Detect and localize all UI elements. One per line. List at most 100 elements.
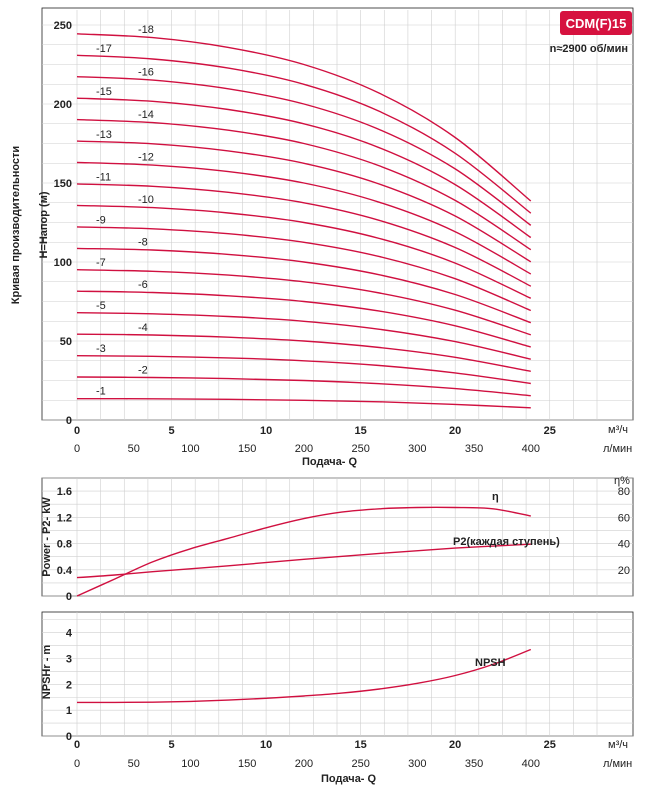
head-curve-stage-3 [76, 355, 531, 385]
x-tick-lmin: 300 [408, 758, 426, 770]
y-tick: 0 [66, 415, 72, 427]
power-y-ticks: 0 0.4 0.8 1.2 1.6 20 40 60 80 [57, 486, 630, 603]
power-y-label: Power - P2- kW [41, 497, 53, 577]
curve-label-stage-1: -1 [96, 386, 106, 398]
y-tick-right: 40 [618, 539, 630, 551]
y-tick-left: 0.8 [57, 539, 72, 551]
y-tick: 2 [66, 679, 72, 691]
x-tick-lmin: 50 [128, 443, 140, 455]
x-tick-lmin: 400 [522, 758, 540, 770]
npsh-series-label: NPSH [475, 657, 506, 669]
y-tick: 200 [54, 99, 72, 111]
curve-label-stage-6: -6 [138, 279, 148, 291]
head-curve-stage-1 [76, 398, 531, 409]
unit-m3h-bottom: м³/ч [608, 739, 628, 751]
y-tick: 100 [54, 257, 72, 269]
y-tick-left: 1.6 [57, 486, 72, 498]
x-tick-m3h: 20 [449, 425, 461, 437]
npsh-curve [76, 648, 532, 704]
x-tick-m3h: 15 [355, 425, 367, 437]
side-title: Кривая производительности [10, 146, 22, 304]
head-curve-stage-6 [76, 290, 531, 348]
x-tick-m3h: 20 [449, 739, 461, 751]
y-tick-left: 0 [66, 591, 72, 603]
curve-label-stage-5: -5 [96, 300, 106, 312]
y-tick-left: 0.4 [57, 565, 73, 577]
head-curve-stage-18 [76, 33, 532, 202]
efficiency-curve [76, 506, 531, 597]
x-tick-lmin: 50 [128, 758, 140, 770]
head-curve-stage-8 [76, 247, 532, 324]
x-tick-lmin: 150 [238, 443, 256, 455]
x-tick-lmin: 200 [295, 758, 313, 770]
model-badge-label: CDM(F)15 [566, 16, 627, 31]
x-tick-m3h: 0 [74, 739, 80, 751]
head-curve-stage-11 [76, 183, 532, 287]
x-tick-lmin: 350 [465, 443, 483, 455]
x-tick-lmin: 250 [351, 443, 369, 455]
y-tick-left: 1.2 [57, 512, 72, 524]
unit-lmin-bottom: л/мин [603, 758, 632, 770]
x-axis-title-bottom: Подача- Q [321, 773, 377, 785]
x-tick-lmin: 350 [465, 758, 483, 770]
power-curve [76, 543, 531, 579]
x-tick-lmin: 100 [181, 443, 199, 455]
head-curve-stage-4 [76, 333, 531, 372]
x-tick-m3h: 10 [260, 739, 272, 751]
npsh-x-ticks: 0 5 10 15 20 250 50 100 150 200 250 300 350 400 [74, 739, 556, 770]
unit-lmin-top: л/мин [603, 443, 632, 455]
head-y-ticks: 0 50 100 150 200 250 [54, 20, 72, 427]
curve-label-stage-15: -15 [96, 86, 112, 98]
curve-label-stage-4: -4 [138, 322, 148, 334]
y-tick: 3 [66, 654, 72, 666]
p2-series-label: P2(каждая ступень) [453, 536, 560, 548]
head-curve-stage-13 [76, 140, 532, 263]
head-curve-stage-2 [76, 376, 531, 397]
head-curve-stage-16 [76, 76, 532, 226]
y-tick: 250 [54, 20, 72, 32]
curve-label-stage-11: -11 [96, 172, 111, 184]
x-tick-m3h: 0 [74, 425, 80, 437]
x-tick-lmin: 150 [238, 758, 256, 770]
x-tick-lmin: 200 [295, 443, 313, 455]
y-tick: 50 [60, 336, 72, 348]
curve-label-stage-18: -18 [138, 24, 154, 36]
x-tick-m3h: 10 [260, 425, 272, 437]
head-y-label: H=Напор (м) [38, 191, 50, 258]
head-curve-stage-7 [76, 269, 532, 336]
eta-series-label: η [492, 491, 499, 503]
x-tick-m3h: 25 [544, 425, 556, 437]
head-curve-stage-15 [76, 97, 532, 239]
head-curve-stage-12 [76, 161, 532, 275]
head-curve-stage-17 [76, 54, 532, 214]
y-tick: 0 [66, 731, 72, 743]
x-tick-lmin: 400 [522, 443, 540, 455]
head-curve-stage-14 [76, 118, 532, 251]
y-tick-right: 60 [618, 512, 630, 524]
curve-label-stage-14: -14 [138, 109, 154, 121]
curve-label-stage-10: -10 [138, 194, 154, 206]
x-tick-m3h: 5 [168, 425, 174, 437]
head-curve-labels: -1 -2 -3 -4 -5 -6 -7 -8 -9 -10 -11 -12 -13 -14 -15 -16 -… [96, 24, 154, 398]
head-curve-stage-5 [76, 312, 531, 360]
power-curves [76, 506, 531, 597]
npsh-plot-frame [41, 611, 634, 737]
y-tick-right: 80 [618, 486, 630, 498]
head-x-ticks: 0 5 10 15 20 250 50 100 150 200 250 300 350 400 [74, 425, 556, 455]
head-curve-stage-10 [76, 204, 532, 299]
y-tick: 4 [66, 628, 73, 640]
npsh-y-ticks: 0 1 2 3 4 [66, 628, 73, 743]
npsh-grid [42, 612, 633, 737]
x-tick-lmin: 0 [74, 758, 80, 770]
head-curves [76, 33, 532, 409]
x-tick-m3h: 5 [168, 739, 174, 751]
x-tick-lmin: 0 [74, 443, 80, 455]
curve-label-stage-12: -12 [138, 152, 154, 164]
model-badge [560, 11, 632, 35]
unit-m3h-top: м³/ч [608, 424, 628, 436]
x-tick-lmin: 100 [181, 758, 199, 770]
x-tick-lmin: 300 [408, 443, 426, 455]
curve-label-stage-16: -16 [138, 66, 154, 78]
eta-unit-label: η% [614, 475, 630, 487]
curve-label-stage-9: -9 [96, 214, 106, 226]
